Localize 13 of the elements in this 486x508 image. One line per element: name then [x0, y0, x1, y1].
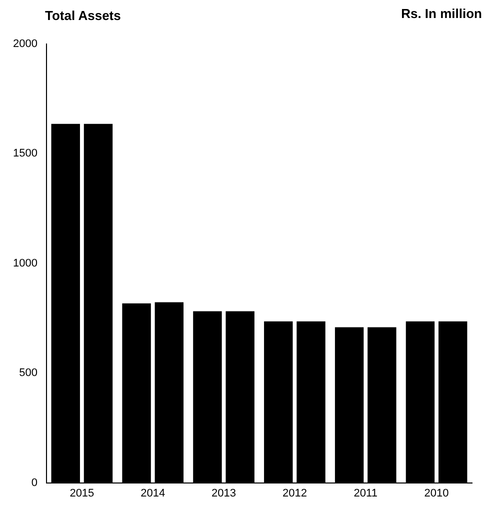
x-tick-label: 2014 — [140, 487, 166, 500]
x-tick-label: 2011 — [354, 487, 378, 500]
x-tick-label: 2012 — [282, 487, 307, 500]
y-tick-label: 1000 — [12, 257, 38, 270]
text: Rs. In million — [401, 6, 482, 21]
x-tick-label: 2010 — [424, 487, 449, 500]
chart-title: Total Assets — [45, 8, 121, 23]
x-tick-label: 2013 — [212, 487, 236, 500]
x-tick-label: 2015 — [70, 487, 94, 500]
y-tick-label: 1500 — [12, 148, 38, 160]
y-tick-label: 0 — [31, 476, 38, 489]
y-tick-label: 500 — [19, 367, 38, 380]
y-tick-label: 2000 — [12, 38, 38, 50]
